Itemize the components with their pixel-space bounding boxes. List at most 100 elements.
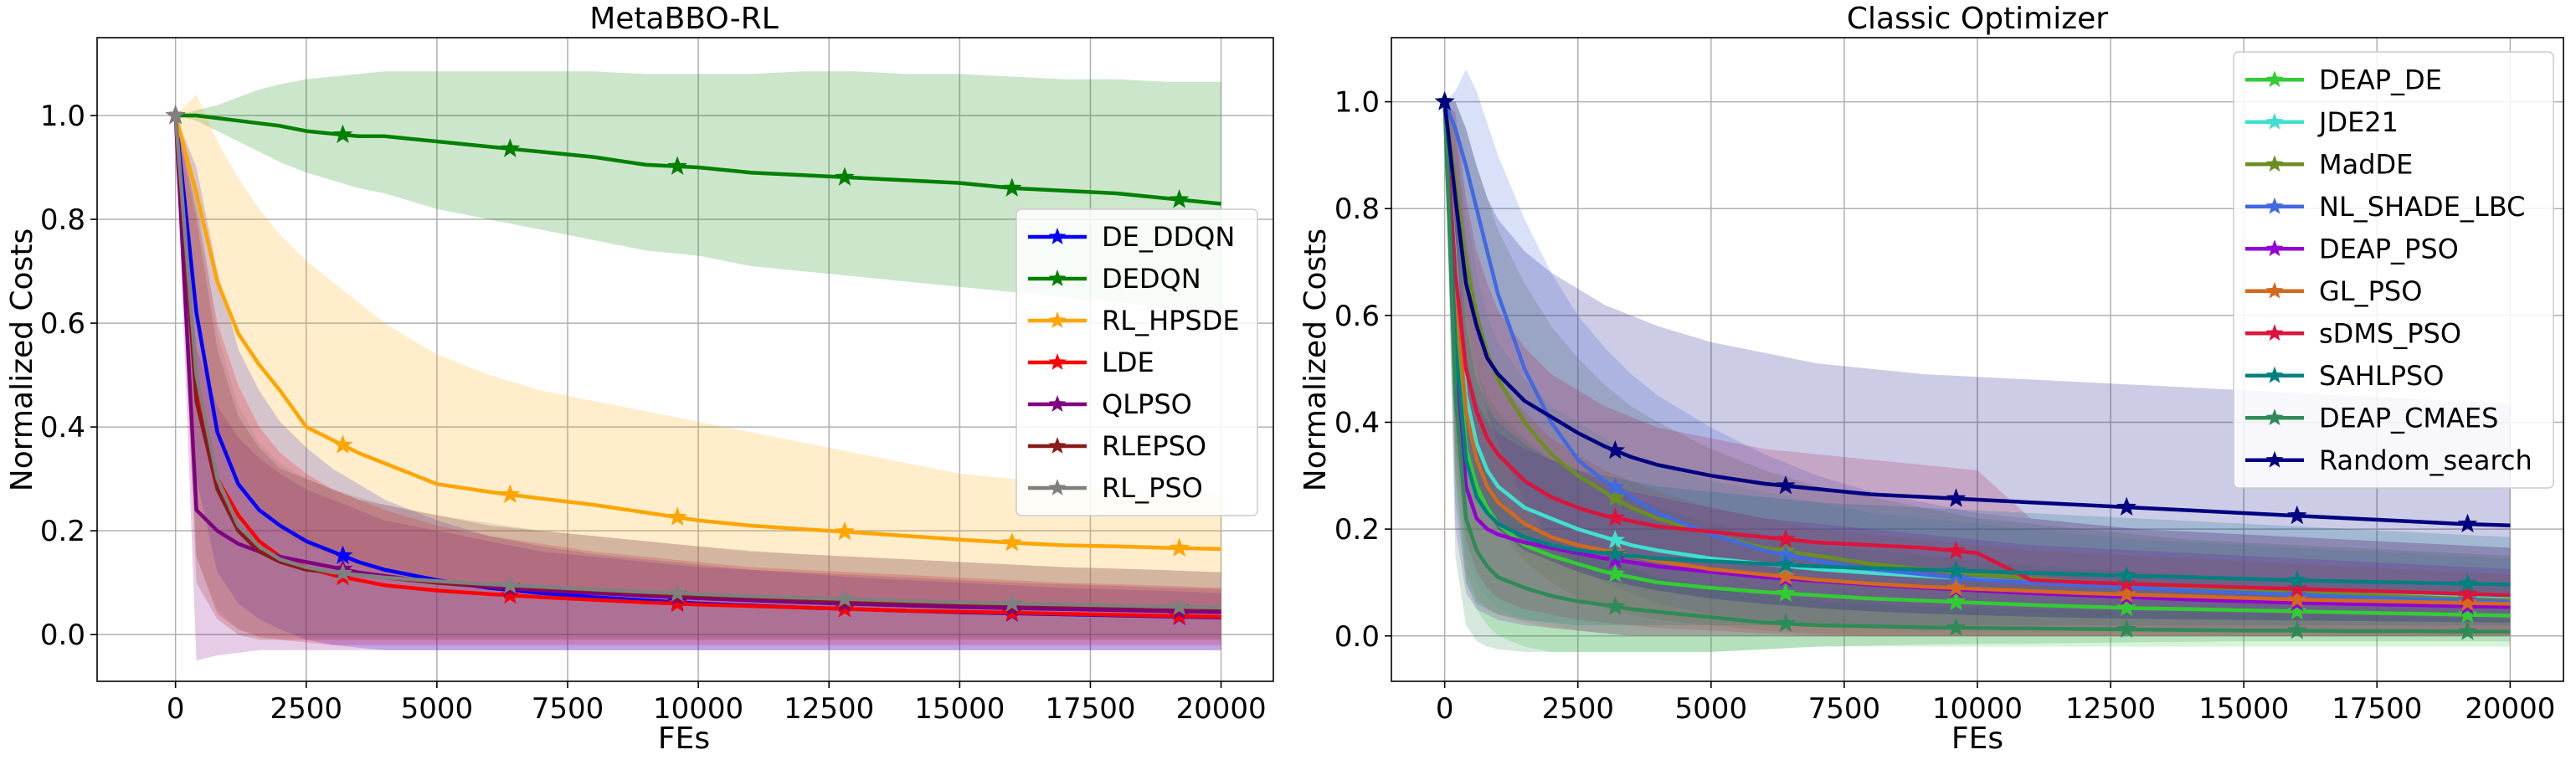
band-LDE <box>175 116 1221 645</box>
marker-sDMS_PSO <box>1776 528 1796 548</box>
band-JDE21 <box>1444 101 2511 636</box>
legend-label: RL_PSO <box>1102 472 1203 504</box>
legend-label: RL_HPSDE <box>1102 305 1240 336</box>
legend-label: sDMS_PSO <box>2319 317 2461 349</box>
marker-NL_SHADE_LBC <box>1605 476 1626 496</box>
marker-RL_HPSDE <box>332 434 353 454</box>
marker-GL_PSO <box>1776 566 1796 585</box>
marker-RL_HPSDE <box>1169 537 1190 557</box>
legend-swatch-marker <box>2265 112 2284 130</box>
band-NL_SHADE_LBC <box>1444 69 2511 631</box>
line-DEDQN <box>175 113 1221 206</box>
marker-DEAP_CMAES <box>1946 617 1967 636</box>
legend-label: QLPSO <box>1102 388 1192 420</box>
legend-swatch-marker <box>2265 155 2284 172</box>
x-tick-label: 5000 <box>401 692 474 726</box>
x-tick-label: 20000 <box>1175 692 1266 726</box>
plot-content <box>1434 69 2511 652</box>
marker-DEAP_DE <box>2287 600 2307 620</box>
marker-MadDE <box>1605 487 1626 507</box>
marker-RL_PSO <box>500 574 521 594</box>
x-tick-label: 17500 <box>1045 692 1135 726</box>
x-tick-label: 20000 <box>2465 692 2555 726</box>
marker-sDMS_PSO <box>2457 583 2478 603</box>
marker-RL_PSO <box>667 583 687 602</box>
band-DE_DDQN <box>175 116 1221 650</box>
legend-label: LDE <box>1102 347 1154 378</box>
x-tick-label: 10000 <box>653 692 743 726</box>
marker-DEAP_CMAES <box>2287 619 2307 639</box>
marker-DEAP_DE <box>1946 591 1967 611</box>
legend-label: DEAP_PSO <box>2319 233 2459 264</box>
x-tick-label: 2500 <box>1541 692 1614 726</box>
marker-DEAP_DE <box>2457 604 2478 624</box>
marker-SAHLPSO <box>2457 573 2478 593</box>
legend-label: DEDQN <box>1102 263 1201 295</box>
x-tick-label: 15000 <box>2198 692 2289 726</box>
line-RL_HPSDE <box>173 115 1221 552</box>
marker-DEAP_CMAES <box>2116 619 2136 639</box>
marker-Random_search <box>1434 91 1455 110</box>
marker-DEDQN <box>1169 189 1190 208</box>
band-RLEPSO <box>175 116 1221 640</box>
legend-label: NL_SHADE_LBC <box>2319 191 2525 223</box>
marker-RL_PSO <box>1169 596 1190 615</box>
marker-RL_PSO <box>332 562 353 583</box>
y-axis-label: Normalized Costs <box>1298 229 1333 491</box>
marker-DEAP_DE <box>1605 563 1626 583</box>
marker-DEAP_CMAES <box>1605 596 1626 615</box>
marker-RL_PSO <box>1001 593 1022 613</box>
legend-label: DE_DDQN <box>1102 221 1235 253</box>
legend-label: MadDE <box>2319 148 2413 180</box>
y-tick-label: 0.8 <box>40 203 85 237</box>
y-tick-label: 1.0 <box>40 100 85 133</box>
marker-DEAP_DE <box>2116 597 2136 617</box>
line-GL_PSO <box>1442 101 2511 606</box>
line-NL_SHADE_LBC <box>1442 100 2511 604</box>
x-tick-label: 0 <box>1436 692 1454 726</box>
y-axis-label: Normalized Costs <box>5 229 39 491</box>
legend-swatch-marker <box>2265 366 2284 383</box>
legend-label: DEAP_DE <box>2319 64 2442 95</box>
marker-RL_HPSDE <box>1001 531 1022 552</box>
marker-DEDQN <box>835 167 855 186</box>
marker-DEAP_PSO <box>1605 549 1626 569</box>
legend-swatch-marker <box>1048 228 1067 244</box>
marker-RL_PSO <box>165 105 186 125</box>
x-tick-label: 15000 <box>914 692 1005 726</box>
marker-DEDQN <box>1001 177 1022 197</box>
legend-swatch-marker <box>2265 197 2284 214</box>
chart-title: Classic Optimizer <box>1847 2 2108 36</box>
legend-swatch-marker <box>2265 239 2284 257</box>
marker-sDMS_PSO <box>2116 573 2136 593</box>
plot-content <box>165 71 1221 661</box>
legend-swatch-marker <box>1048 437 1067 454</box>
band-DEDQN <box>175 71 1221 313</box>
marker-DEAP_CMAES <box>2457 621 2478 640</box>
x-axis-label: FEs <box>1951 721 2003 756</box>
marker-DEDQN <box>667 156 687 175</box>
marker-GL_PSO <box>2457 592 2478 612</box>
legend-label: JDE21 <box>2317 106 2399 138</box>
legend-swatch-marker <box>2265 324 2284 341</box>
x-tick-label: 7500 <box>1808 692 1881 726</box>
marker-GL_PSO <box>1946 578 1967 597</box>
line-RL_PSO <box>173 115 1221 610</box>
marker-RL_HPSDE <box>835 521 855 541</box>
legend-swatch-marker <box>2265 408 2284 426</box>
marker-SAHLPSO <box>2287 569 2307 589</box>
band-RL_PSO <box>175 116 1221 638</box>
line-Random_search <box>1442 101 2511 527</box>
marker-Random_search <box>1946 488 1967 507</box>
legend-label: Random_search <box>2319 444 2532 476</box>
axes-frame <box>96 37 1274 682</box>
marker-LDE <box>667 593 687 613</box>
legend-swatch-marker <box>2265 281 2284 299</box>
marker-DEDQN <box>500 138 521 157</box>
marker-RL_HPSDE <box>500 484 521 503</box>
y-tick-label: 0.4 <box>40 411 85 444</box>
x-tick-label: 2500 <box>270 692 343 726</box>
legend-swatch-marker <box>1048 353 1067 370</box>
band-RL_HPSDE <box>175 95 1221 609</box>
x-axis-label: FEs <box>658 721 710 756</box>
